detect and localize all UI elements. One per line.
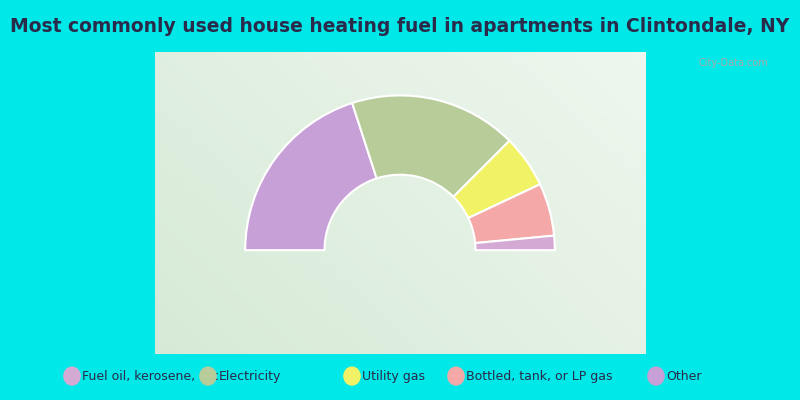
Ellipse shape (343, 366, 361, 386)
Text: Bottled, tank, or LP gas: Bottled, tank, or LP gas (466, 370, 613, 382)
Wedge shape (352, 96, 510, 197)
Wedge shape (246, 103, 377, 250)
Wedge shape (468, 184, 554, 243)
Text: Other: Other (666, 370, 702, 382)
Ellipse shape (63, 366, 81, 386)
Ellipse shape (447, 366, 465, 386)
Ellipse shape (647, 366, 665, 386)
Text: Fuel oil, kerosene, etc.: Fuel oil, kerosene, etc. (82, 370, 223, 382)
Text: Electricity: Electricity (218, 370, 281, 382)
Text: Utility gas: Utility gas (362, 370, 426, 382)
Text: Most commonly used house heating fuel in apartments in Clintondale, NY: Most commonly used house heating fuel in… (10, 16, 790, 36)
Wedge shape (475, 236, 554, 250)
Ellipse shape (199, 366, 217, 386)
Wedge shape (454, 141, 540, 218)
Text: City-Data.com: City-Data.com (698, 58, 768, 68)
